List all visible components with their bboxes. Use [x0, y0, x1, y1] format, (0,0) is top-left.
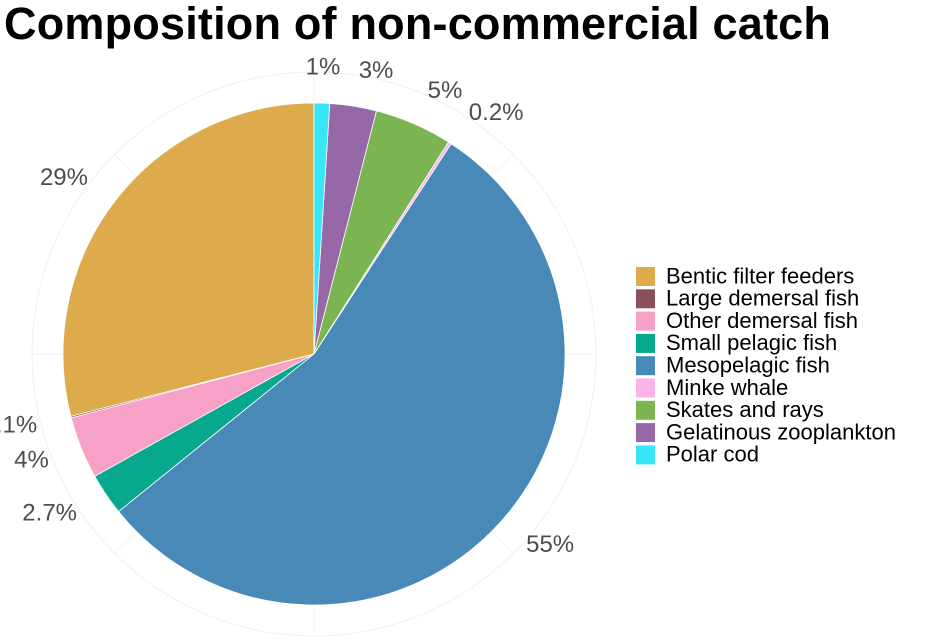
- legend-label-skates-and-rays: Skates and rays: [666, 397, 824, 422]
- legend-key-mesopelagic-fish: [636, 356, 655, 376]
- slice-label-large-demersal-fish: 0.1%: [0, 411, 37, 438]
- slice-bentic-filter-feeders: [62, 102, 315, 417]
- slice-label-skates-and-rays: 5%: [428, 77, 463, 104]
- legend-key-minke-whale: [636, 378, 655, 398]
- slice-mesopelagic-fish: [118, 143, 566, 606]
- slice-label-gelatinous-zooplankton: 3%: [359, 57, 394, 84]
- legend-label-bentic-filter-feeders: Bentic filter feeders: [666, 263, 854, 288]
- slice-label-bentic-filter-feeders: 29%: [40, 164, 88, 191]
- slice-label-mesopelagic-fish: 55%: [526, 531, 574, 558]
- pie-slices: [62, 102, 566, 606]
- legend-label-other-demersal-fish: Other demersal fish: [666, 308, 858, 333]
- slice-polar-cod: [313, 102, 331, 355]
- legend-key-skates-and-rays: [636, 400, 655, 420]
- legend-key-other-demersal-fish: [636, 311, 655, 331]
- legend-label-minke-whale: Minke whale: [666, 375, 788, 400]
- legend-label-small-pelagic-fish: Small pelagic fish: [666, 330, 837, 355]
- legend-key-gelatinous-zooplankton: [636, 423, 655, 443]
- slice-label-small-pelagic-fish: 2.7%: [22, 499, 77, 526]
- legend-key-small-pelagic-fish: [636, 333, 655, 353]
- slice-labels: 29% 0.1% 4% 2.7% 55% 0.2%5% 3% 1%: [0, 53, 574, 558]
- chart-title: Composition of non-commercial catch: [4, 0, 832, 49]
- legend-label-large-demersal-fish: Large demersal fish: [666, 286, 859, 311]
- legend-key-polar-cod: [636, 445, 655, 465]
- legend-key-bentic-filter-feeders: [636, 267, 655, 286]
- legend-label-gelatinous-zooplankton: Gelatinous zooplankton: [666, 419, 896, 444]
- slice-label-other-demersal-fish: 4%: [14, 446, 49, 473]
- slice-label-polar-cod: 1%: [306, 53, 341, 80]
- legend-label-polar-cod: Polar cod: [666, 442, 759, 467]
- legend-label-mesopelagic-fish: Mesopelagic fish: [666, 353, 830, 378]
- legend-key-large-demersal-fish: [636, 289, 655, 309]
- slice-label-minke-whale: 0.2%: [469, 99, 524, 126]
